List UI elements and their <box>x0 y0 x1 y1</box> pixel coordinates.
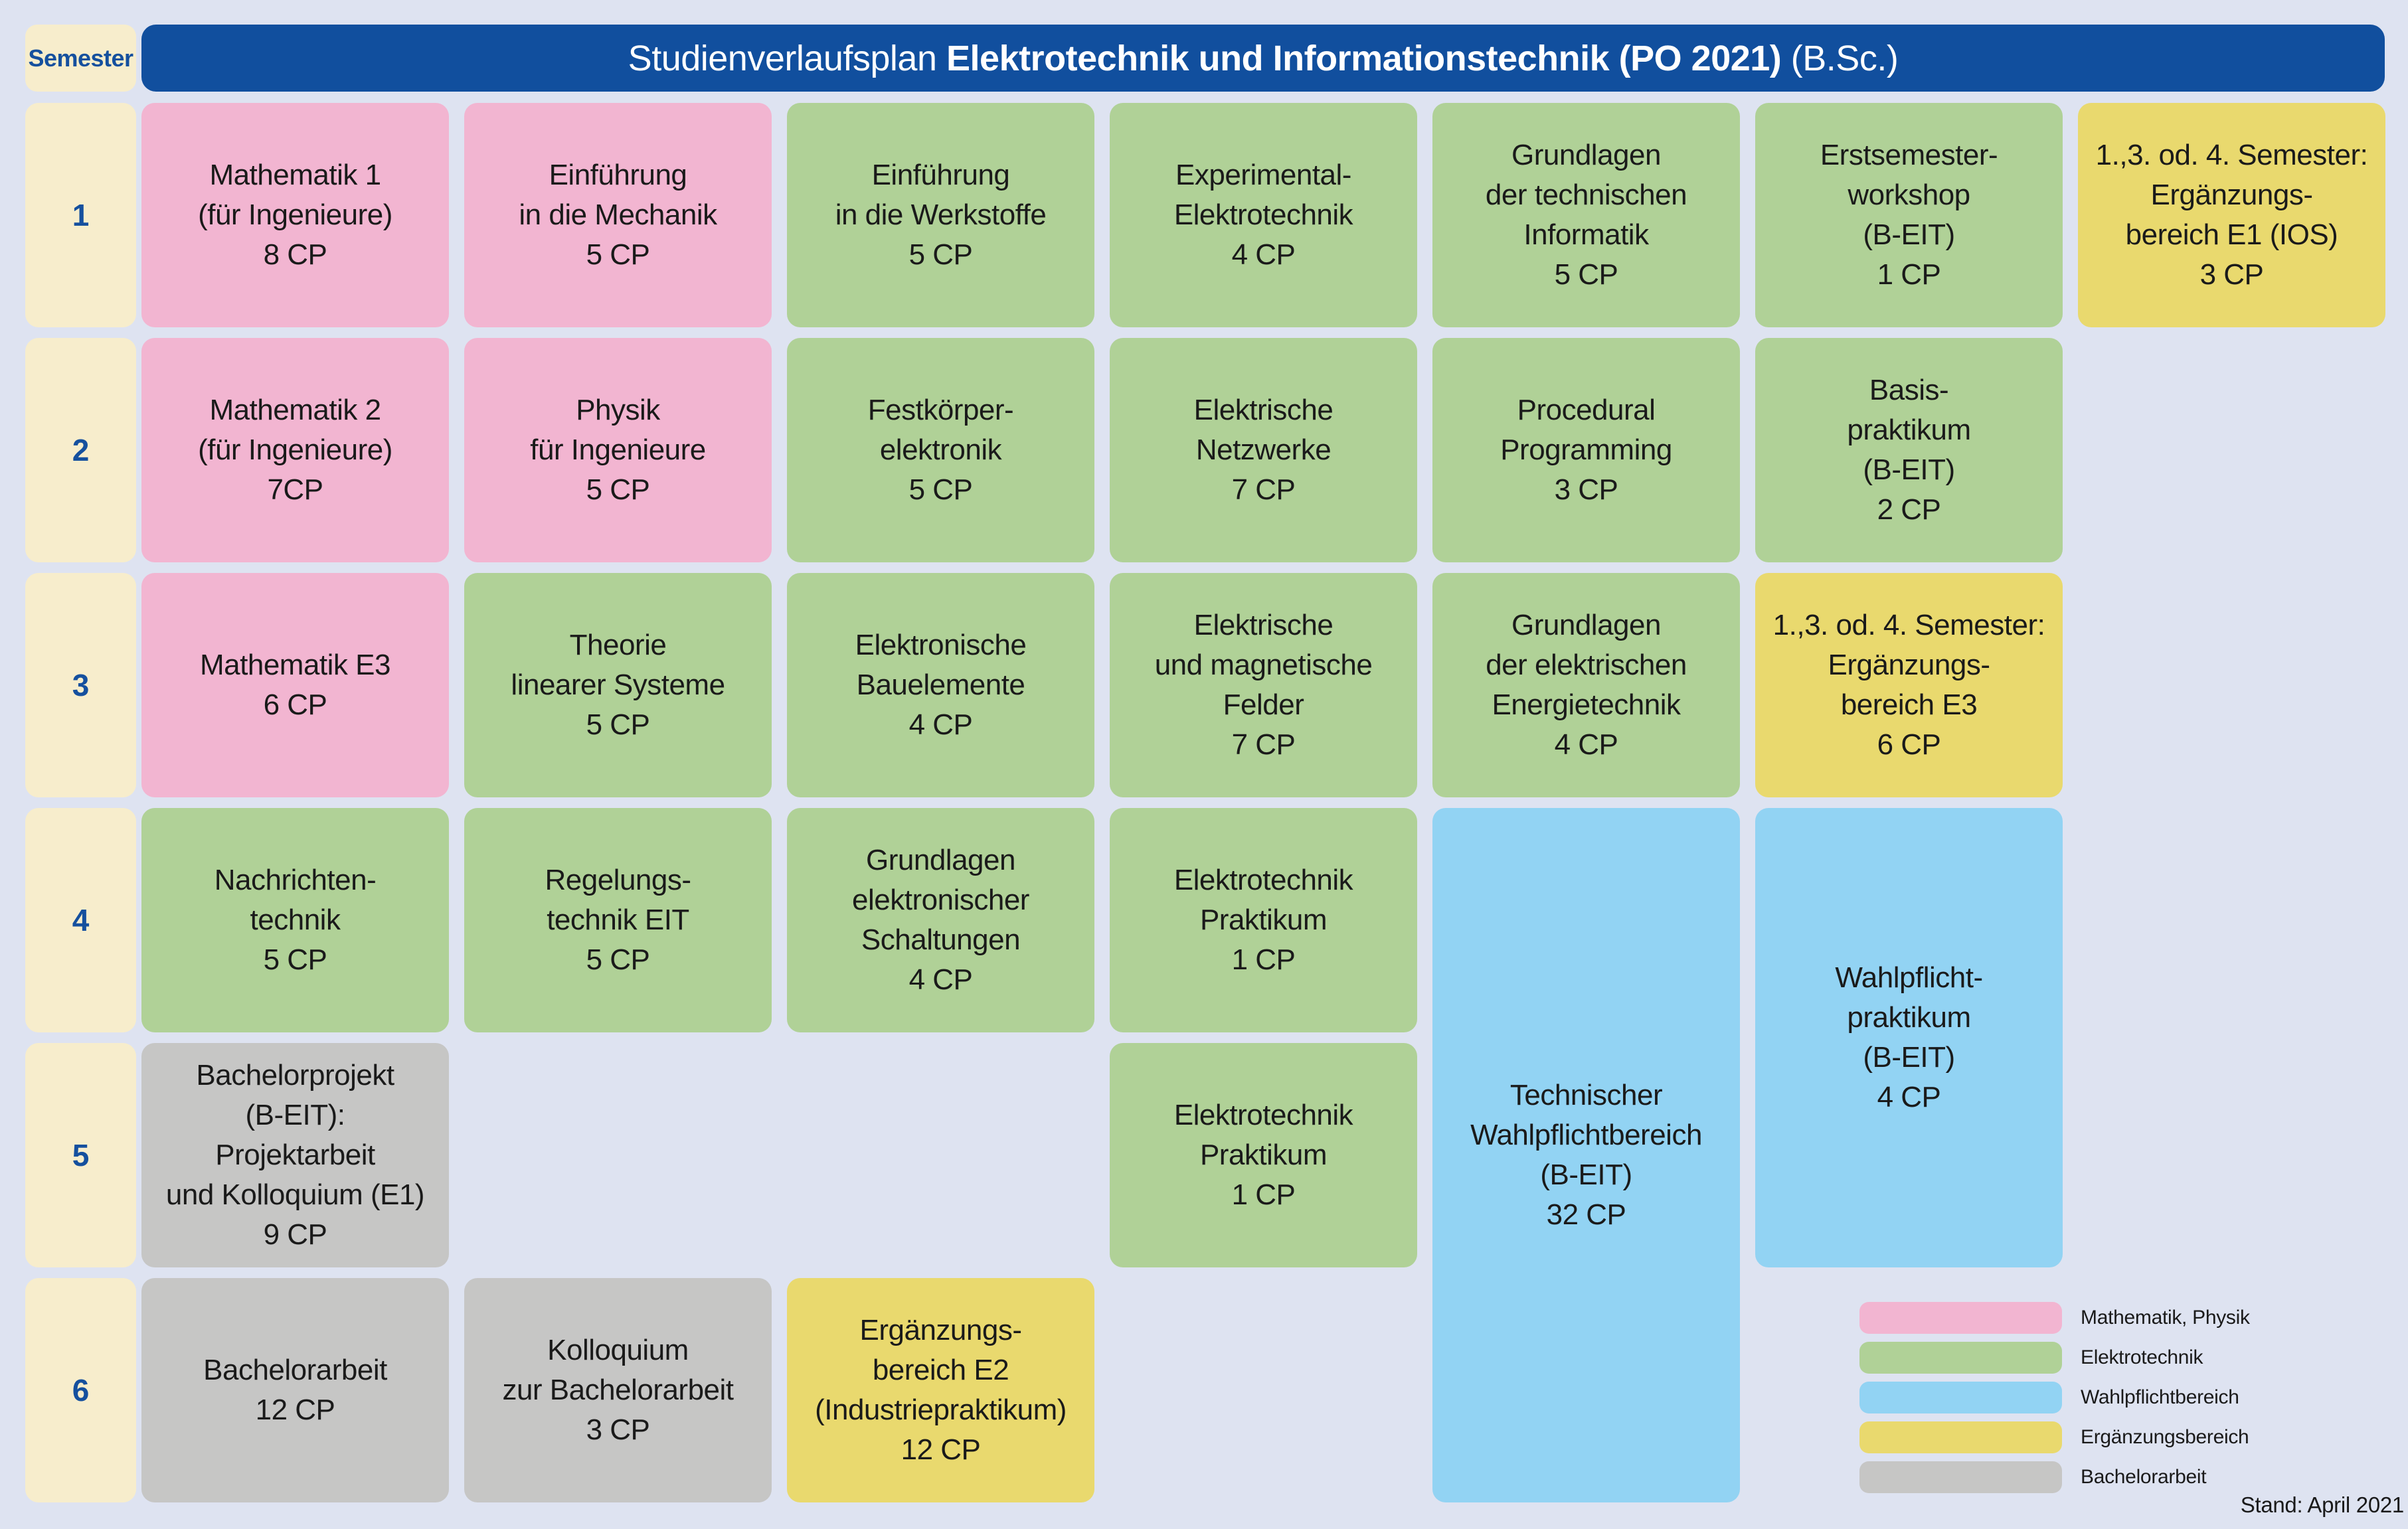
page-title-main: Elektrotechnik und Informationstechnik (… <box>946 38 1782 78</box>
course-box: Bachelorprojekt (B-EIT): Projektarbeit u… <box>141 1043 449 1267</box>
page-title-prefix: Studienverlaufsplan <box>628 38 937 78</box>
semester-cell-4: 4 <box>25 808 136 1032</box>
course-box: Elektrotechnik Praktikum 1 CP <box>1110 808 1417 1032</box>
course-box: Festkörper- elektronik 5 CP <box>787 338 1094 562</box>
semester-cell-1: 1 <box>25 103 136 327</box>
legend: Mathematik, Physik Elektrotechnik Wahlpf… <box>1859 1302 2250 1501</box>
course-box: Kolloquium zur Bachelorarbeit 3 CP <box>464 1278 772 1502</box>
course-box: Nachrichten- technik 5 CP <box>141 808 449 1032</box>
course-box: Mathematik E3 6 CP <box>141 573 449 797</box>
course-box: Elektronische Bauelemente 4 CP <box>787 573 1094 797</box>
legend-swatch-ergaenzungsbereich <box>1859 1421 2062 1453</box>
legend-label: Ergänzungsbereich <box>2081 1426 2249 1448</box>
legend-swatch-elektrotechnik <box>1859 1342 2062 1374</box>
semester-cell-6: 6 <box>25 1278 136 1502</box>
stand-note: Stand: April 2021 <box>2240 1492 2405 1517</box>
course-box: Einführung in die Werkstoffe 5 CP <box>787 103 1094 327</box>
legend-label: Wahlpflichtbereich <box>2081 1386 2239 1408</box>
course-box: Regelungs- technik EIT 5 CP <box>464 808 772 1032</box>
course-box: Grundlagen der elektrischen Energietechn… <box>1432 573 1740 797</box>
legend-item: Bachelorarbeit <box>1859 1461 2250 1493</box>
course-box: Einführung in die Mechanik 5 CP <box>464 103 772 327</box>
course-box: Wahlpflicht- praktikum (B-EIT) 4 CP <box>1755 808 2063 1267</box>
course-box: Elektrische Netzwerke 7 CP <box>1110 338 1417 562</box>
course-box: Ergänzungs- bereich E2 (Industriepraktik… <box>787 1278 1094 1502</box>
page-title-suffix: (B.Sc.) <box>1790 38 1899 78</box>
course-box: Grundlagen der technischen Informatik 5 … <box>1432 103 1740 327</box>
course-box: Mathematik 1 (für Ingenieure) 8 CP <box>141 103 449 327</box>
course-box: Erstsemester- workshop (B-EIT) 1 CP <box>1755 103 2063 327</box>
course-box: Experimental- Elektrotechnik 4 CP <box>1110 103 1417 327</box>
legend-label: Elektrotechnik <box>2081 1346 2203 1368</box>
semester-column-header: Semester <box>25 25 136 92</box>
course-box: Physik für Ingenieure 5 CP <box>464 338 772 562</box>
course-grid: Mathematik 1 (für Ingenieure) 8 CP Einfü… <box>141 103 2385 1502</box>
legend-swatch-mathematik-physik <box>1859 1302 2062 1334</box>
course-box: Bachelorarbeit 12 CP <box>141 1278 449 1502</box>
header-bar: Studienverlaufsplan Elektrotechnik und I… <box>141 25 2385 92</box>
course-box: Basis- praktikum (B-EIT) 2 CP <box>1755 338 2063 562</box>
course-box: Procedural Programming 3 CP <box>1432 338 1740 562</box>
legend-item: Wahlpflichtbereich <box>1859 1382 2250 1413</box>
course-box: Elektrische und magnetische Felder 7 CP <box>1110 573 1417 797</box>
course-box: 1.,3. od. 4. Semester: Ergänzungs- berei… <box>2078 103 2385 327</box>
course-box: Theorie linearer Systeme 5 CP <box>464 573 772 797</box>
semester-cell-3: 3 <box>25 573 136 797</box>
legend-swatch-bachelorarbeit <box>1859 1461 2062 1493</box>
legend-label: Bachelorarbeit <box>2081 1466 2207 1488</box>
legend-item: Ergänzungsbereich <box>1859 1421 2250 1453</box>
legend-label: Mathematik, Physik <box>2081 1307 2250 1328</box>
course-box: Mathematik 2 (für Ingenieure) 7CP <box>141 338 449 562</box>
course-box: Elektrotechnik Praktikum 1 CP <box>1110 1043 1417 1267</box>
legend-item: Elektrotechnik <box>1859 1342 2250 1374</box>
semester-cell-5: 5 <box>25 1043 136 1267</box>
semester-cell-2: 2 <box>25 338 136 562</box>
legend-item: Mathematik, Physik <box>1859 1302 2250 1334</box>
legend-swatch-wahlpflichtbereich <box>1859 1382 2062 1413</box>
course-box: Grundlagen elektronischer Schaltungen 4 … <box>787 808 1094 1032</box>
course-box: Technischer Wahlpflichtbereich (B-EIT) 3… <box>1432 808 1740 1502</box>
course-box: 1.,3. od. 4. Semester: Ergänzungs- berei… <box>1755 573 2063 797</box>
